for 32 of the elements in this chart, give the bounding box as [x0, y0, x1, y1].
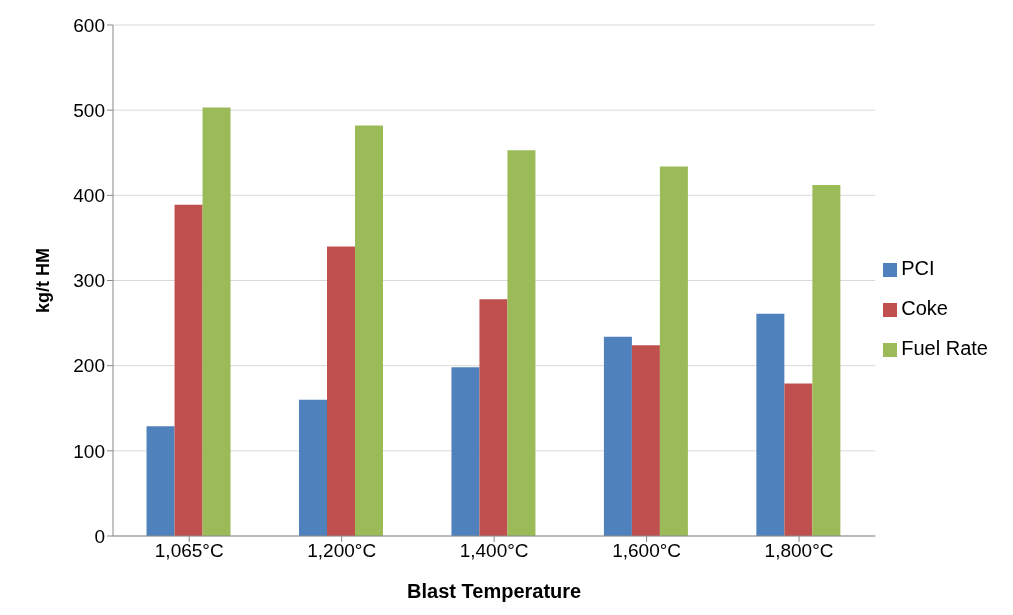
- bar: [507, 150, 536, 536]
- bar: [756, 313, 785, 536]
- x-tick-label: 1,400°C: [459, 540, 529, 562]
- y-tick-label: 300: [73, 270, 105, 292]
- bar: [603, 336, 632, 536]
- legend-label: PCI: [901, 257, 935, 279]
- x-tick-label: 1,200°C: [307, 540, 377, 562]
- bar: [451, 367, 480, 536]
- legend-label: Fuel Rate: [901, 337, 988, 359]
- x-tick-label: 1,800°C: [764, 540, 834, 562]
- bar: [479, 299, 508, 536]
- x-axis-title: Blast Temperature: [407, 580, 582, 602]
- bar: [784, 383, 813, 536]
- bar: [202, 107, 231, 536]
- bar: [659, 166, 688, 536]
- bar: [146, 426, 175, 536]
- y-axis-title: kg/t HM: [33, 248, 54, 313]
- y-tick-label: 0: [94, 525, 105, 547]
- bar: [174, 204, 203, 536]
- y-tick-label: 500: [73, 99, 105, 121]
- y-tick-label: 400: [73, 185, 105, 207]
- bar: [327, 246, 355, 536]
- bar: [631, 345, 660, 536]
- bar: [355, 125, 383, 536]
- bar: [812, 185, 841, 536]
- legend-label: Coke: [901, 297, 948, 319]
- x-tick-label: 1,065°C: [154, 540, 224, 562]
- bar: [299, 399, 327, 536]
- y-tick-label: 200: [73, 355, 105, 377]
- y-tick-label: 600: [73, 14, 105, 36]
- x-tick-label: 1,600°C: [612, 540, 682, 562]
- y-tick-label: 100: [73, 440, 105, 462]
